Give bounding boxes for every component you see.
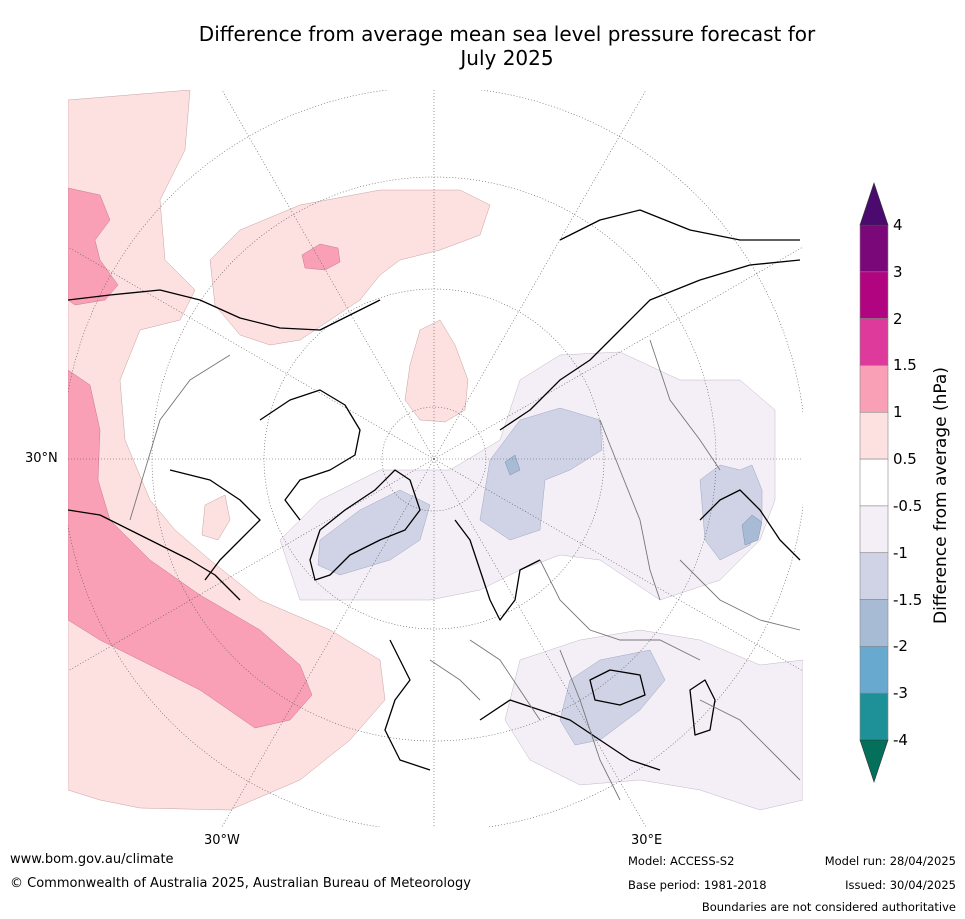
coast-mediterranean	[479, 699, 661, 771]
coast-scandinavia	[454, 519, 541, 621]
colorbar-tick-label: -2	[893, 637, 908, 656]
colorbar-tick-label: 2	[893, 309, 903, 328]
coast-asia-east	[699, 489, 801, 561]
issued-text: Issued: 30/04/2025	[845, 878, 956, 892]
map-area	[68, 90, 803, 827]
chart-title-line1: Difference from average mean sea level p…	[198, 22, 816, 46]
anomaly-positive-pink-west	[68, 369, 313, 729]
disclaimer-text: Boundaries are not considered authoritat…	[701, 900, 956, 914]
website-link[interactable]: www.bom.gov.au/climate	[10, 852, 174, 867]
colorbar-segment	[859, 552, 889, 600]
anomaly-negative-mid-1	[741, 514, 763, 546]
colorbar-tick-label: -1	[893, 543, 908, 562]
coast-greenland	[309, 469, 421, 581]
colorbar-segment	[859, 224, 889, 273]
colorbar-label: Difference from average (hPa)	[931, 367, 951, 624]
colorbar-tick-label: -4	[893, 731, 908, 749]
colorbar-under-arrow	[859, 739, 889, 783]
anomaly-positive-pink-blob	[301, 243, 341, 271]
anomaly-positive-light-alaska	[201, 494, 231, 541]
colorbar-segment	[859, 692, 889, 741]
anomaly-negative-very-light-south	[504, 629, 803, 811]
anomaly-negative-light-4	[559, 649, 666, 746]
graticule	[68, 90, 803, 827]
colorbar-tick-label: 0.5	[893, 450, 917, 469]
model-text: Model: ACCESS-S2	[628, 854, 735, 868]
coast-north-america-west	[68, 289, 381, 331]
chart-title: Difference from average mean sea level p…	[0, 22, 965, 70]
anomaly-positive-light-pole	[404, 319, 469, 423]
anomaly-positive-light-north	[209, 189, 491, 346]
coast-black-sea	[589, 669, 646, 706]
colorbar-tick-label: -1.5	[893, 590, 923, 609]
chart-title-line2: July 2025	[460, 46, 554, 70]
colorbar-tick-label: -3	[893, 684, 908, 703]
colorbar-segment	[859, 599, 889, 647]
lon-label-30e: 30°E	[631, 833, 663, 848]
colorbar-segment	[859, 365, 889, 413]
coastlines	[68, 209, 801, 771]
coast-russia-north	[499, 259, 801, 431]
colorbar-segment	[859, 646, 889, 694]
coast-arctic-islands	[259, 389, 361, 521]
coast-siberia-north	[559, 209, 800, 241]
colorbar-tick-label: 1	[893, 403, 903, 422]
colorbar-tick-label: 1.5	[893, 356, 917, 375]
anomaly-negative-mid-2	[504, 454, 521, 476]
anomaly-negative-light-1	[317, 489, 431, 576]
colorbar	[859, 182, 889, 783]
base-period-text: Base period: 1981-2018	[628, 878, 767, 892]
colorbar-tick-label: -0.5	[893, 496, 923, 515]
country-borders	[129, 339, 801, 801]
colorbar-segment	[859, 318, 889, 366]
coast-canada-arctic	[169, 469, 261, 581]
coast-caspian	[689, 679, 716, 736]
coast-north-america-south	[68, 509, 241, 601]
copyright-text: © Commonwealth of Australia 2025, Austra…	[10, 876, 471, 891]
coast-europe-west	[384, 639, 431, 771]
colorbar-segment	[859, 411, 889, 460]
anomaly-negative-light-2	[479, 407, 603, 541]
colorbar-segment	[859, 271, 889, 319]
lat-label-30n: 30°N	[25, 451, 58, 466]
colorbar-tick-label: 4	[893, 216, 903, 234]
colorbar-segment	[859, 458, 889, 507]
colorbar-segment	[859, 505, 889, 554]
model-run-text: Model run: 28/04/2025	[824, 854, 956, 868]
colorbar-tick-label: 3	[893, 262, 903, 281]
lon-label-30w: 30°W	[204, 833, 240, 848]
colorbar-over-arrow	[859, 182, 889, 226]
anomaly-positive-pink-top	[68, 187, 119, 306]
